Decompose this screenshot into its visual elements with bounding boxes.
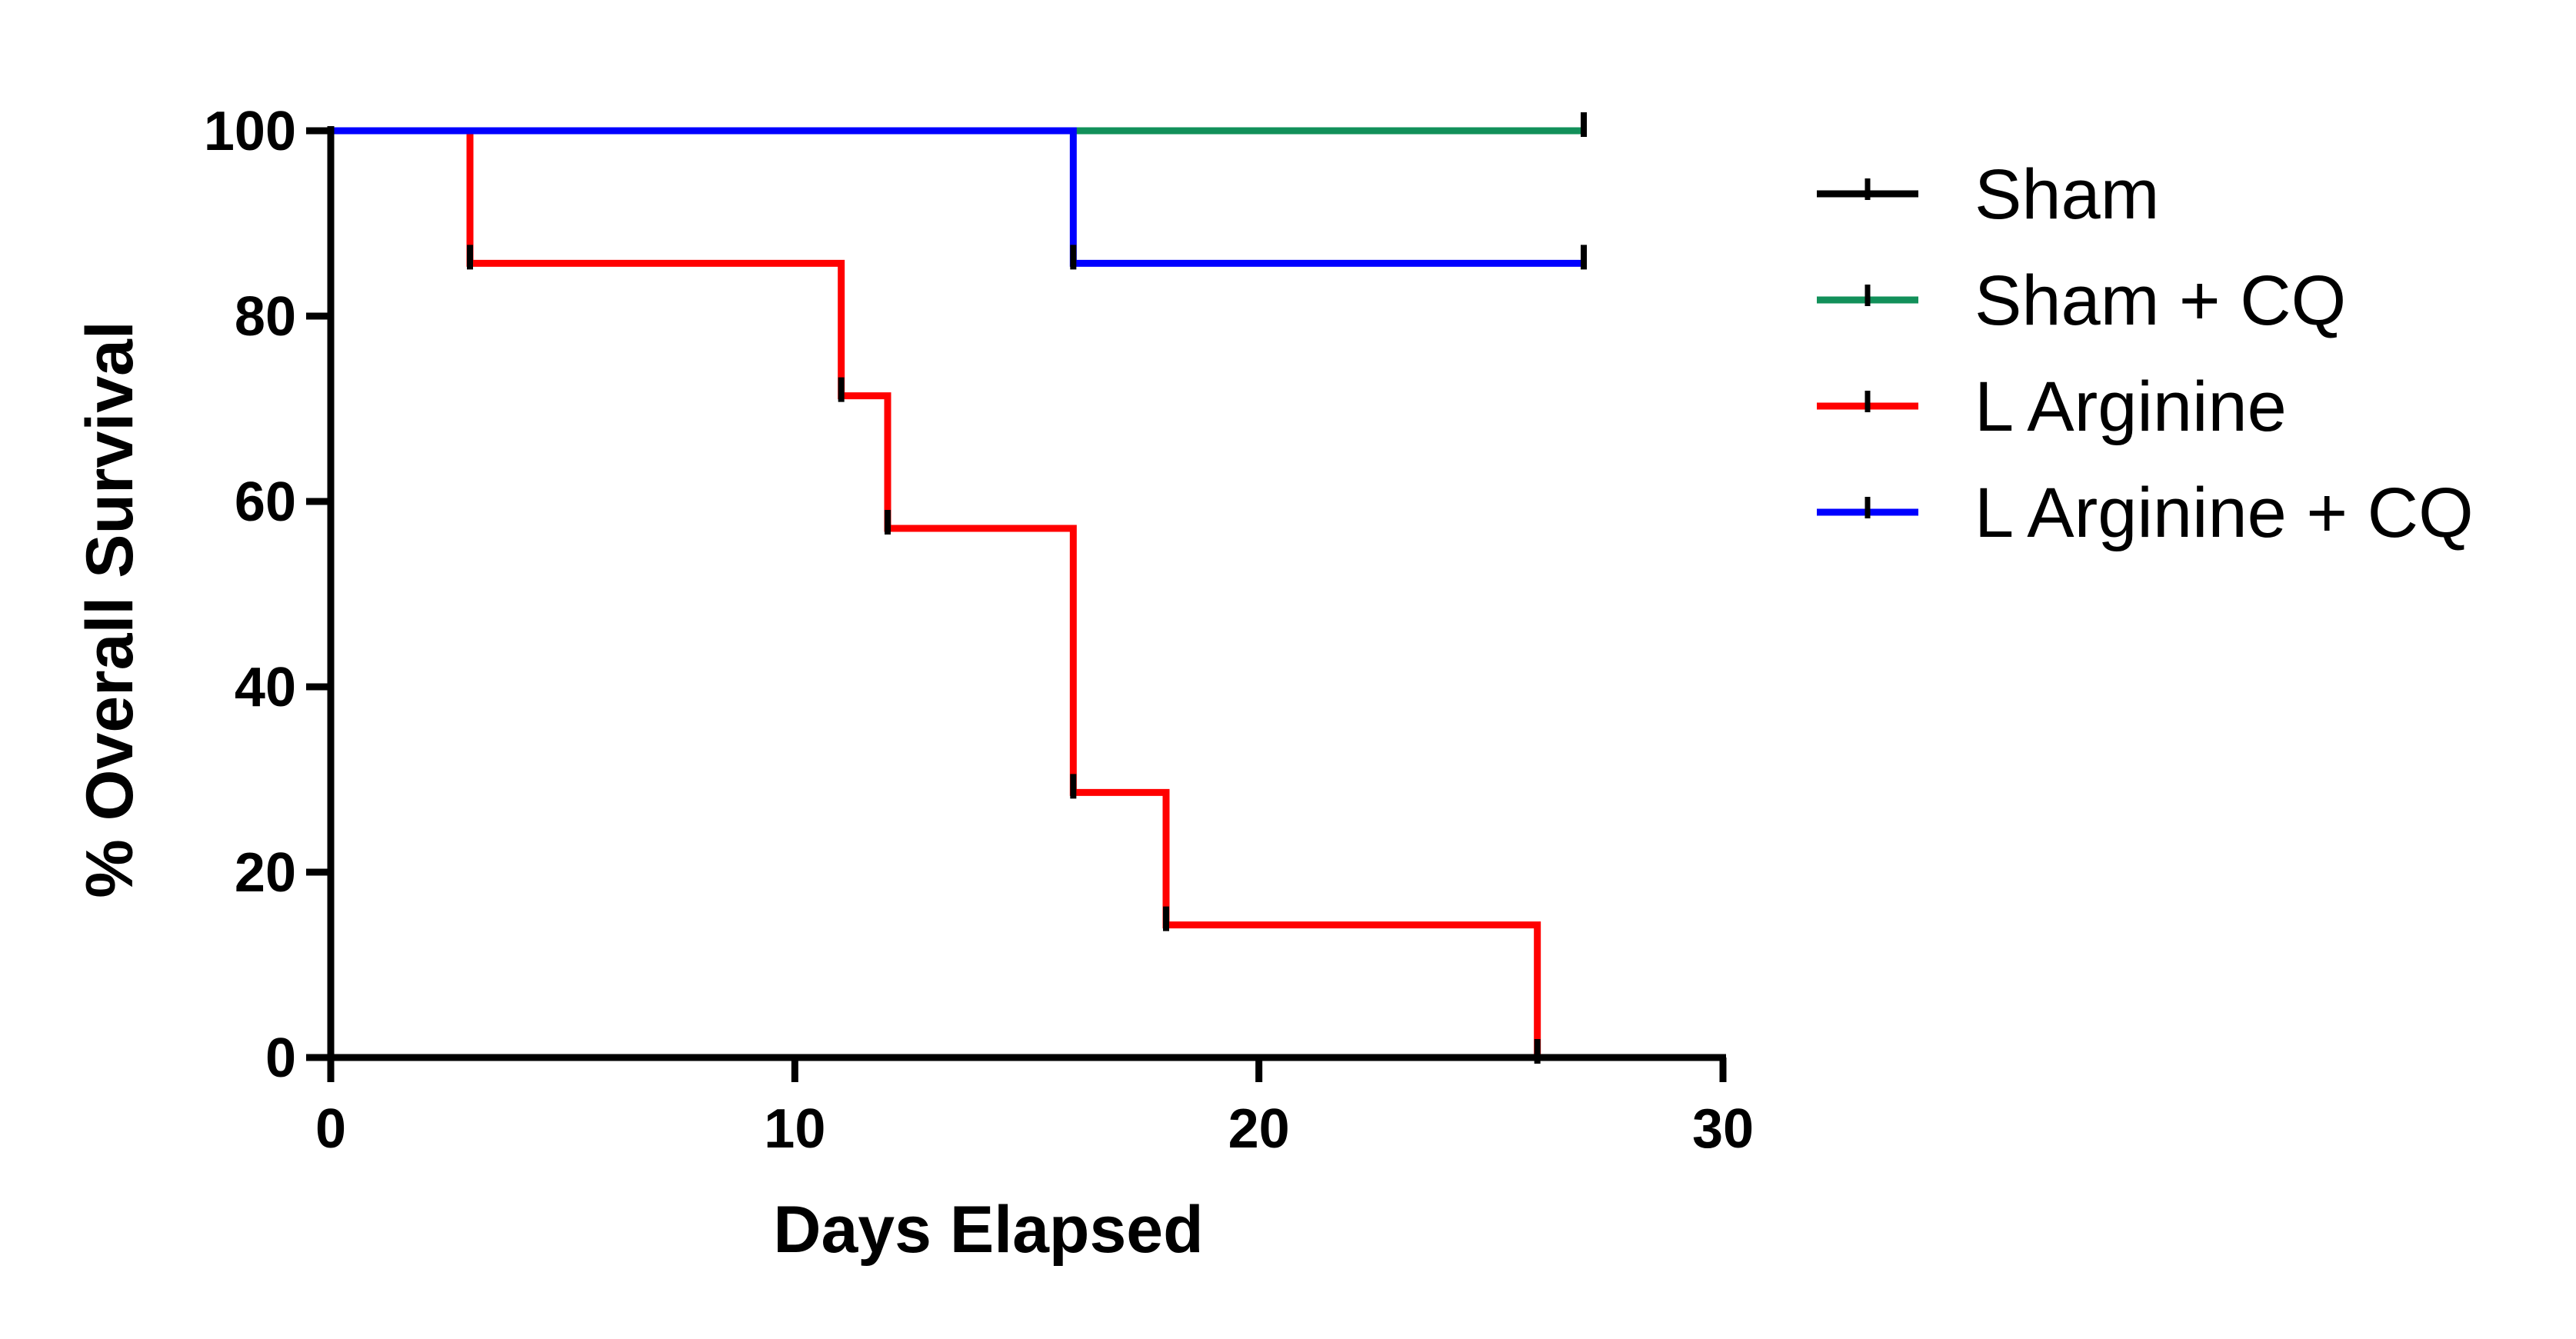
x-tick-label: 0 <box>315 1098 346 1160</box>
legend-label: Sham <box>1974 155 2159 234</box>
y-tick-label: 40 <box>235 657 296 718</box>
axes <box>306 126 1727 1082</box>
series-line-l-arginine-cq <box>331 127 1584 267</box>
legend-label: L Arginine + CQ <box>1974 474 2474 552</box>
legend: Sham Sham + CQ L Arginine L Arginine + CQ <box>1817 155 2474 552</box>
x-tick-label: 20 <box>1228 1098 1290 1160</box>
legend-item-sham: Sham <box>1817 155 2159 234</box>
y-tick-label: 20 <box>235 842 296 904</box>
legend-label: L Arginine <box>1974 368 2287 446</box>
y-tick-label: 0 <box>265 1028 296 1089</box>
y-axis-title: % Overall Survival <box>73 321 147 898</box>
legend-item-sham-cq: Sham + CQ <box>1817 261 2346 340</box>
legend-item-l-arginine-cq: L Arginine + CQ <box>1817 474 2474 552</box>
y-tick-label: 60 <box>235 471 296 533</box>
x-axis-title: Days Elapsed <box>773 1193 1203 1267</box>
tick-labels: 0 20 40 60 80 100 0 10 20 30 <box>204 101 1754 1160</box>
series-line-l-arginine <box>331 127 1541 1058</box>
x-tick-label: 10 <box>764 1098 825 1160</box>
y-tick-label: 100 <box>204 101 296 162</box>
series-layer <box>331 112 1587 1064</box>
y-tick-label: 80 <box>235 286 296 348</box>
legend-label: Sham + CQ <box>1974 261 2346 340</box>
x-tick-label: 30 <box>1692 1098 1754 1160</box>
legend-item-l-arginine: L Arginine <box>1817 368 2287 446</box>
